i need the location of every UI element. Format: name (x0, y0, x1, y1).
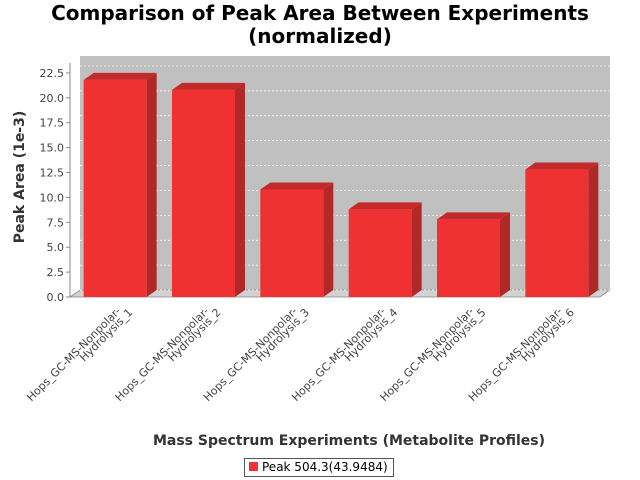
legend: Peak 504.3(43.9484) (244, 458, 394, 477)
bar (260, 189, 324, 297)
bar (525, 169, 589, 297)
gridlines (80, 65, 610, 291)
plot-back-wall (80, 56, 610, 290)
bar-top (437, 212, 510, 220)
bar (437, 219, 500, 297)
bar (172, 89, 235, 298)
bar-side (411, 202, 422, 297)
x-axis: Hops_GC-MS-Nonpolar-Hydrolysis_1Hops_GC-… (24, 305, 577, 404)
bar-side (500, 212, 510, 297)
y-tick-label: 20.0 (40, 92, 65, 105)
y-tick-label: 17.5 (40, 117, 65, 130)
chart-title-line-1: Comparison of Peak Area Between Experime… (51, 1, 589, 25)
bar-top (348, 202, 422, 210)
bar-side (146, 72, 157, 297)
y-tick-label: 10.0 (40, 191, 65, 204)
x-axis-label: Mass Spectrum Experiments (Metabolite Pr… (153, 433, 545, 449)
y-tick-label: 12.5 (40, 167, 65, 180)
legend-label: Peak 504.3(43.9484) (262, 460, 388, 474)
y-axis-label: Peak Area (1e-3) (12, 111, 28, 244)
y-tick-label: 5.0 (47, 241, 65, 254)
y-tick-label: 22.5 (40, 67, 65, 80)
x-tick-label: Hops_GC-MS-Nonpolar- (24, 305, 123, 404)
chart-title-line-2: (normalized) (248, 24, 392, 48)
legend-swatch (249, 462, 258, 471)
bar (348, 209, 412, 297)
bar (83, 79, 147, 297)
bar-top (525, 162, 599, 170)
bars (83, 72, 599, 298)
y-tick-label: 7.5 (47, 216, 65, 229)
bar-side (588, 162, 599, 297)
y-axis: 0.0 2.5 5.0 7.5 10.0 12.5 15.0 17.5 20.0 22.5 (40, 63, 71, 304)
bar-top (172, 82, 245, 90)
chart-title: Comparison of Peak Area Between Experime… (0, 2, 640, 48)
y-tick-label: 0.0 (47, 291, 65, 304)
bar-top (83, 72, 157, 80)
bar-top (260, 182, 334, 190)
y-tick-label: 2.5 (47, 266, 65, 279)
bar-side (323, 182, 334, 297)
bar-side (235, 82, 245, 298)
y-tick-label: 15.0 (40, 142, 65, 155)
